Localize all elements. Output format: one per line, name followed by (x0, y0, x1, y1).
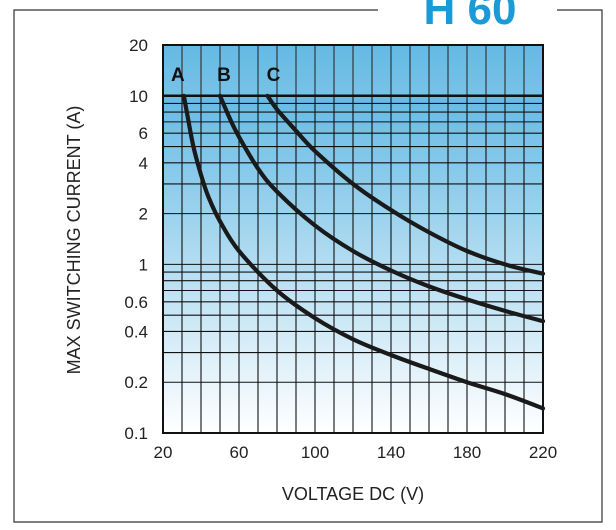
x-tick-label: 220 (529, 443, 557, 462)
y-tick-label: 0.1 (124, 424, 148, 443)
x-tick-label: 60 (230, 443, 249, 462)
y-tick-label: 2 (139, 205, 148, 224)
y-tick-label: 0.2 (124, 373, 148, 392)
y-tick-label: 10 (129, 87, 148, 106)
series-label-A: A (171, 65, 185, 86)
y-axis-title: MAX SWITCHING CURRENT (A) (64, 106, 84, 375)
series-label-B: B (217, 65, 231, 86)
y-tick-label: 6 (139, 124, 148, 143)
x-tick-label: 140 (377, 443, 405, 462)
y-tick-label: 20 (129, 36, 148, 55)
grid (163, 45, 543, 433)
y-tick-label: 0.6 (124, 293, 148, 312)
x-tick-label: 100 (301, 443, 329, 462)
model-label: H 60 (424, 0, 517, 34)
y-axis-ticks: 0.1 0.2 0.4 0.6 1 2 4 6 10 20 (124, 36, 148, 443)
y-tick-label: 1 (139, 255, 148, 274)
series-label-C: C (267, 65, 281, 86)
x-tick-label: 20 (154, 443, 173, 462)
y-tick-label: 4 (139, 154, 148, 173)
y-tick-label: 0.4 (124, 322, 148, 341)
x-axis-title: VOLTAGE DC (V) (282, 484, 424, 504)
x-axis-ticks: 20 60 100 140 180 220 (154, 443, 558, 462)
x-tick-label: 180 (453, 443, 481, 462)
